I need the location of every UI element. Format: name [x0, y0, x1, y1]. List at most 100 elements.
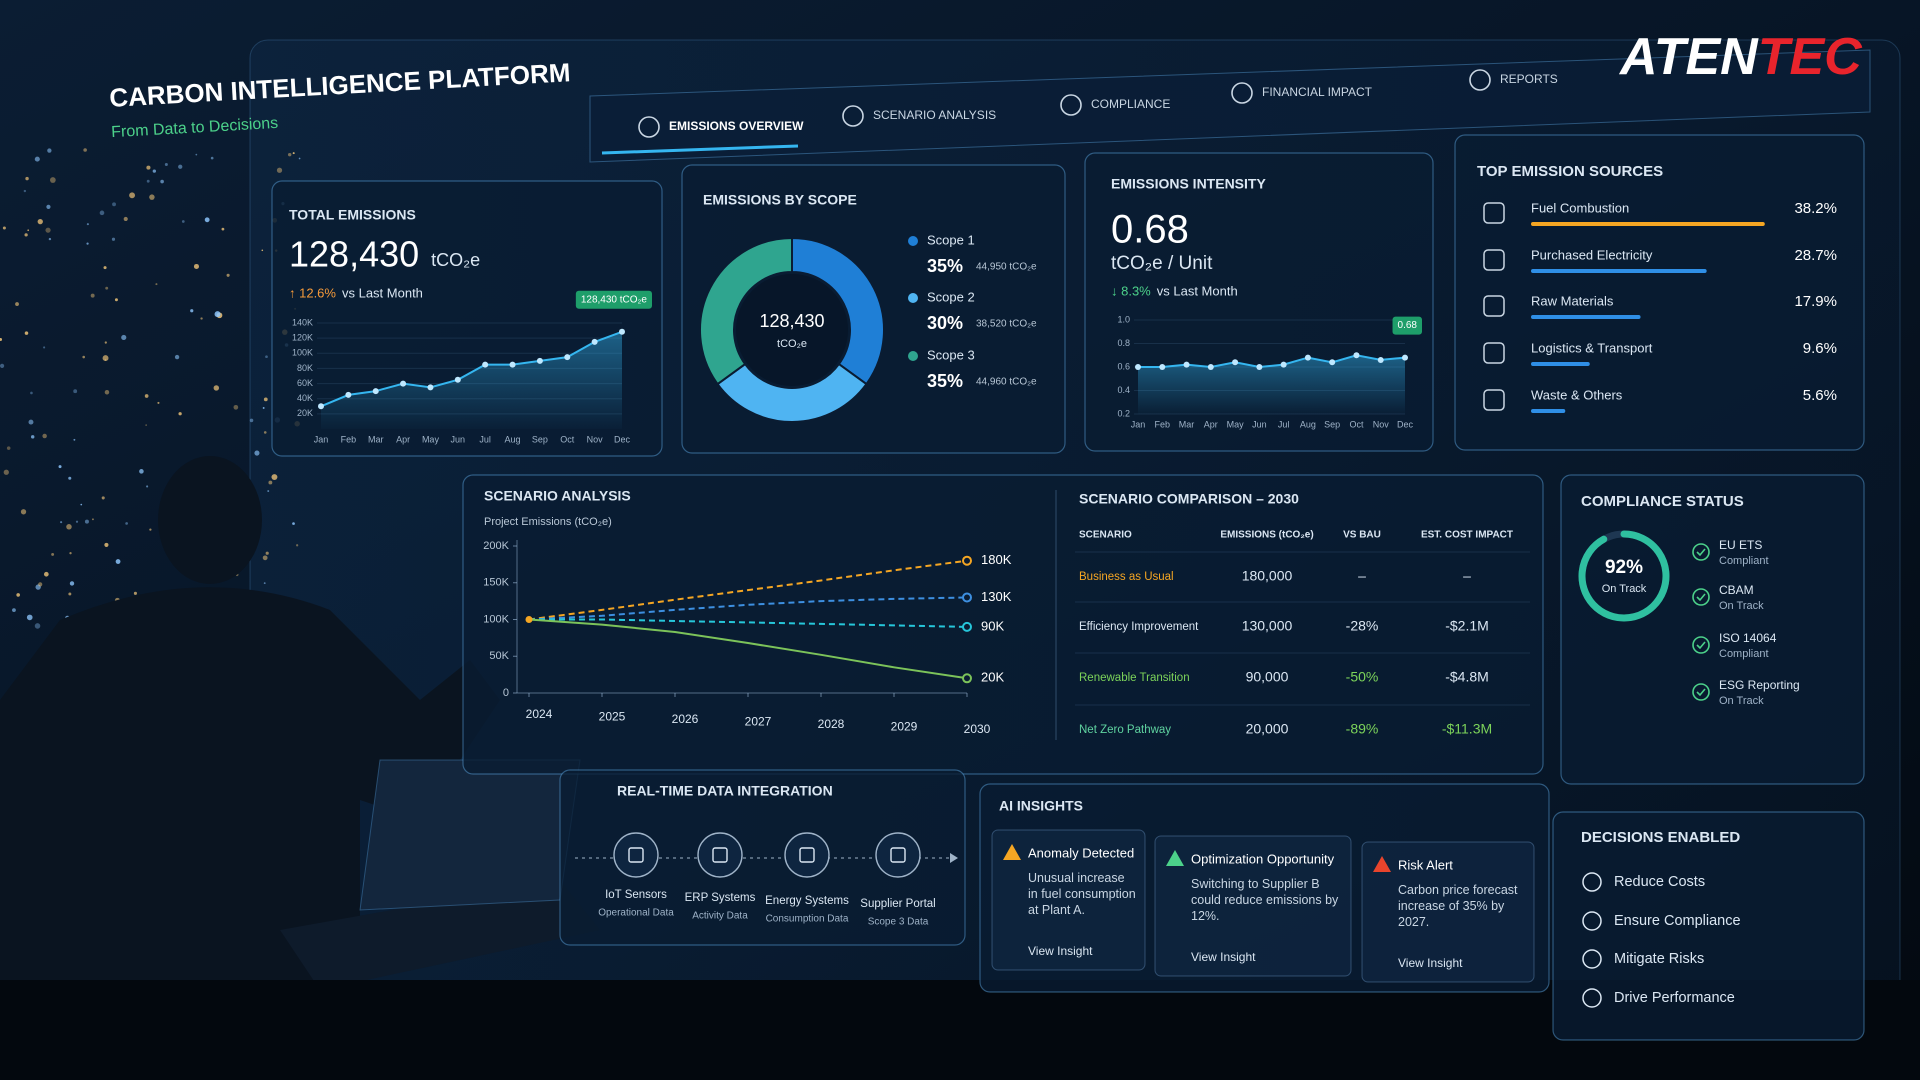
- city-light: [233, 404, 239, 410]
- source-value: 9.6%: [1803, 340, 1837, 357]
- city-light: [46, 204, 51, 209]
- amount-label: 44,960 tCO₂e: [976, 377, 1037, 388]
- panel-title: TOTAL EMISSIONS: [289, 207, 416, 223]
- city-light: [210, 156, 214, 160]
- legend-label: Scope 2: [927, 289, 975, 304]
- nav-tab[interactable]: EMISSIONS OVERVIEW: [669, 119, 804, 133]
- point: [1304, 354, 1311, 361]
- source-node-icon: [712, 847, 728, 863]
- nav-tab[interactable]: SCENARIO ANALYSIS: [873, 108, 996, 122]
- point: [345, 391, 352, 398]
- insight-title: Risk Alert: [1398, 857, 1453, 872]
- end-label: 130K: [981, 589, 1012, 604]
- nav-tab[interactable]: REPORTS: [1500, 72, 1558, 86]
- city-light: [49, 177, 56, 183]
- city-light: [3, 469, 9, 475]
- nav-icon: [1231, 82, 1253, 104]
- y-tick-label: 0.6: [1117, 361, 1130, 371]
- city-light: [103, 266, 107, 270]
- city-light: [149, 528, 152, 531]
- panel: [1454, 134, 1865, 451]
- x-tick-label: Dec: [614, 434, 631, 444]
- panel-title: EMISSIONS BY SCOPE: [703, 192, 857, 208]
- city-light: [84, 519, 89, 524]
- city-light: [145, 424, 147, 426]
- insight-link[interactable]: View Insight: [1191, 950, 1256, 964]
- city-light: [146, 485, 149, 488]
- table-cell: 180,000: [1242, 568, 1293, 584]
- city-light: [38, 582, 43, 587]
- insight-body-box: Unusual increase in fuel consumption at …: [1028, 871, 1136, 917]
- end-badge-label: 128,430 tCO₂e: [581, 294, 648, 305]
- compliance-status: Compliant: [1719, 648, 1769, 660]
- x-tick-label: Sep: [1324, 419, 1340, 429]
- source-node-desc: Consumption Data: [766, 914, 849, 925]
- axis-label: Project Emissions (tCO₂e): [484, 516, 612, 528]
- city-light: [298, 157, 301, 160]
- city-light: [146, 165, 151, 170]
- donut-center-unit: tCO₂e: [777, 338, 807, 350]
- source-value: 28.7%: [1794, 247, 1837, 264]
- point: [482, 361, 489, 368]
- nav-tab[interactable]: FINANCIAL IMPACT: [1262, 85, 1373, 99]
- x-tick-label: May: [422, 434, 440, 444]
- check-mark: [1696, 548, 1706, 557]
- nav-tab[interactable]: COMPLIANCE: [1091, 97, 1170, 111]
- x-tick-label: May: [1227, 419, 1245, 429]
- source-name: Fuel Combustion: [1531, 200, 1629, 215]
- insight-title: Anomaly Detected: [1028, 845, 1134, 860]
- decision-icon: [1582, 949, 1602, 969]
- city-light: [152, 169, 156, 173]
- city-light: [86, 223, 89, 226]
- insight-body-box: Switching to Supplier B could reduce emi…: [1191, 877, 1338, 923]
- insight-icon: [1373, 856, 1391, 872]
- panel: [1560, 474, 1865, 785]
- table-cell: -89%: [1346, 721, 1379, 737]
- city-light: [105, 286, 109, 290]
- y-tick-label: 0.4: [1117, 385, 1130, 395]
- city-light: [102, 355, 109, 362]
- city-light: [115, 559, 121, 564]
- city-light: [43, 571, 49, 577]
- source-node-icon: [628, 847, 644, 863]
- panel-title: REAL-TIME DATA INTEGRATION: [617, 783, 833, 799]
- table-cell: -$2.1M: [1445, 618, 1489, 634]
- end-badge: [1392, 316, 1422, 335]
- city-light: [262, 407, 265, 409]
- city-light: [82, 355, 86, 359]
- compliance-name: ISO 14064: [1719, 631, 1777, 645]
- x-tick-label: Jun: [1252, 419, 1267, 429]
- city-light: [139, 469, 144, 474]
- x-tick-label: Aug: [1300, 419, 1316, 429]
- source-icon: [1483, 389, 1505, 411]
- insight-link[interactable]: View Insight: [1028, 944, 1093, 958]
- x-tick-label: 2029: [891, 720, 918, 734]
- x-tick-label: Feb: [341, 434, 357, 444]
- panel: [559, 769, 966, 946]
- y-tick-label: 0.8: [1117, 338, 1130, 348]
- city-light: [263, 582, 266, 585]
- point: [1159, 364, 1166, 370]
- source-value: 38.2%: [1794, 200, 1837, 217]
- city-light: [66, 524, 72, 530]
- city-light: [195, 153, 198, 156]
- kpi-unit: tCO₂e: [431, 250, 480, 270]
- point: [1207, 364, 1214, 370]
- y-tick-label: 40K: [297, 393, 313, 403]
- table-cell: -28%: [1346, 618, 1379, 634]
- city-light: [200, 317, 203, 320]
- x-tick-label: Apr: [1204, 419, 1218, 429]
- flow-arrow: [950, 853, 958, 863]
- table-cell: Renewable Transition: [1079, 672, 1190, 684]
- insight-card: [991, 829, 1146, 971]
- donut-hole: [736, 274, 848, 386]
- y-tick-label: 150K: [483, 577, 509, 589]
- insight-link[interactable]: View Insight: [1398, 956, 1463, 970]
- city-light: [80, 503, 83, 506]
- point: [564, 354, 571, 361]
- end-label: 20K: [981, 670, 1004, 685]
- x-tick-label: 2026: [672, 712, 699, 726]
- series-line: [528, 559, 968, 621]
- city-light: [83, 148, 87, 152]
